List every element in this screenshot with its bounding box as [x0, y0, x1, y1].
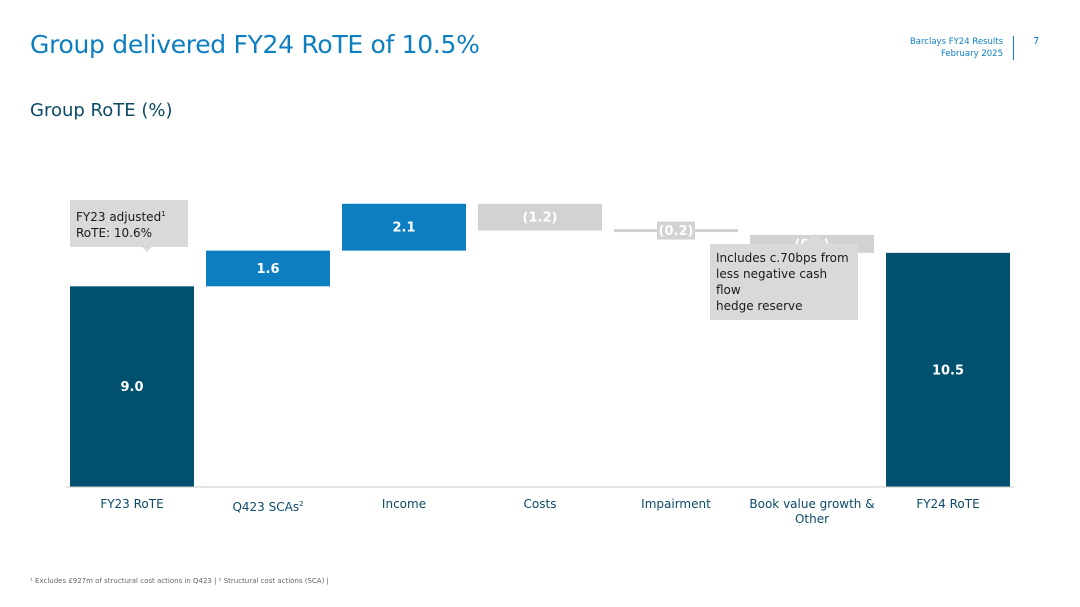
bvg-callout-line1: Includes c.70bps from — [716, 251, 849, 265]
bar-fy23-rote — [70, 286, 194, 487]
category-label-income: Income — [334, 497, 474, 512]
category-text: Costs — [523, 497, 557, 511]
category-text: FY23 RoTE — [100, 497, 164, 511]
report-meta: Barclays FY24 Results February 2025 — [910, 36, 1014, 60]
bvg-callout-line3: hedge reserve — [716, 299, 803, 313]
category-superscript: 2 — [299, 500, 304, 508]
page-title: Group delivered FY24 RoTE of 10.5% — [30, 30, 480, 59]
data-label-fy24-rote: 10.5 — [932, 363, 964, 378]
data-label-q423-scas: 1.6 — [256, 262, 279, 277]
category-label-fy24-rote: FY24 RoTE — [878, 497, 1018, 512]
category-label-q423-scas: Q423 SCAs2 — [198, 497, 338, 515]
report-date: February 2025 — [941, 49, 1003, 59]
category-text: Impairment — [641, 497, 711, 511]
category-text: Income — [381, 497, 427, 511]
labels-group: 9.01.62.1(1.2)(0.2)(0.8)10.5 — [120, 211, 964, 395]
fy23-callout-text: FY23 adjusted — [76, 210, 162, 224]
report-name: Barclays FY24 Results — [909, 37, 1003, 47]
bars-group — [70, 203, 1010, 487]
data-label-income: 2.1 — [392, 221, 415, 236]
fy23-adjusted-callout: FY23 adjusted1 RoTE: 10.6% — [70, 200, 188, 247]
bvg-callout-line2: less negative cash flow — [716, 267, 828, 297]
data-label-fy23-rote: 9.0 — [120, 380, 143, 395]
bar-income — [342, 203, 466, 251]
fy23-callout-value: RoTE: 10.6% — [76, 226, 153, 240]
data-label-impairment: (0.2) — [659, 224, 694, 239]
bar-fy24-rote — [886, 252, 1010, 487]
bar-q423-scas — [206, 250, 330, 287]
page-number: 7 — [1033, 36, 1040, 47]
category-label-book-value-growth-other: Book value growth & Other — [748, 497, 876, 527]
category-label-impairment: Impairment — [606, 497, 746, 512]
bar-costs — [478, 203, 602, 231]
footnote: ¹ Excludes £927m of structural cost acti… — [30, 577, 329, 585]
category-text: FY24 RoTE — [916, 497, 980, 511]
category-text: Book value growth & Other — [749, 497, 875, 526]
category-text: Q423 SCAs — [232, 500, 300, 514]
bvg-callout-pointer — [802, 234, 828, 244]
chart-subtitle: Group RoTE (%) — [30, 100, 173, 121]
bvg-callout: Includes c.70bps from less negative cash… — [710, 244, 858, 320]
category-label-costs: Costs — [470, 497, 610, 512]
data-label-costs: (1.2) — [523, 211, 558, 226]
category-label-fy23-rote: FY23 RoTE — [62, 497, 202, 512]
fy23-callout-sup: 1 — [161, 210, 166, 218]
bar-label-bg-impairment — [657, 221, 695, 240]
